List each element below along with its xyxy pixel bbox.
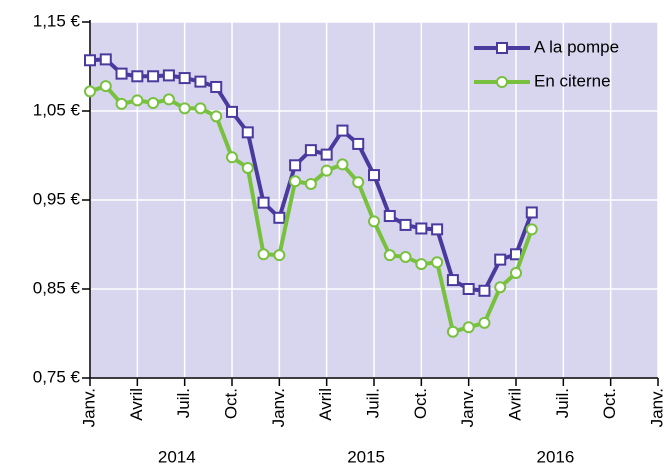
data-point [289, 175, 302, 188]
x-tick-label: Oct. [221, 388, 240, 419]
data-point [115, 67, 128, 80]
data-point [525, 206, 538, 219]
data-point [210, 110, 223, 123]
data-point [431, 223, 444, 236]
data-point [131, 70, 144, 83]
y-tick-label: 0,95 € [33, 189, 81, 208]
data-point [368, 169, 380, 182]
data-point [115, 97, 128, 110]
data-point [320, 148, 333, 161]
x-tick-label: Juil. [553, 388, 572, 418]
legend-label: En citerne [534, 71, 611, 90]
data-point [494, 281, 507, 294]
data-point [478, 316, 491, 329]
year-label: 2014 [158, 447, 196, 466]
data-point [383, 210, 396, 223]
x-tick-label: Juil. [174, 388, 193, 418]
legend-label: A la pompe [534, 37, 619, 56]
x-tick-label: Oct. [411, 388, 430, 419]
data-point [383, 249, 396, 262]
data-point [210, 80, 223, 93]
x-tick-label: Avril [127, 388, 146, 421]
data-point [399, 250, 412, 263]
x-tick-label: Janv. [79, 388, 98, 427]
data-point [99, 53, 112, 66]
data-point [478, 284, 491, 297]
y-tick-label: 0,75 € [33, 367, 81, 386]
data-point [147, 96, 160, 109]
data-point [352, 137, 365, 150]
data-point [226, 151, 238, 164]
x-tick-label: Janv. [269, 388, 288, 427]
year-label: 2016 [537, 447, 575, 466]
data-point [194, 102, 207, 115]
data-point [226, 105, 238, 118]
data-point [241, 161, 254, 174]
data-point [178, 72, 191, 85]
y-tick-label: 1,15 € [33, 11, 81, 30]
y-tick-label: 0,85 € [33, 278, 81, 297]
x-tick-label: Juil. [363, 388, 382, 418]
data-point [336, 124, 349, 137]
data-point [273, 249, 286, 262]
x-tick-label: Avril [505, 388, 524, 421]
data-point [415, 222, 428, 235]
data-point [162, 69, 175, 82]
x-tick-label: Avril [316, 388, 335, 421]
data-point [194, 75, 207, 88]
data-point [241, 126, 254, 139]
data-point [368, 215, 380, 228]
data-point [257, 196, 270, 209]
data-point [431, 256, 444, 269]
data-point [273, 211, 286, 224]
data-point [415, 258, 428, 271]
data-point [496, 76, 508, 88]
data-point [99, 80, 112, 93]
data-point [304, 177, 317, 190]
year-label: 2015 [347, 447, 385, 466]
data-point [399, 218, 412, 231]
data-point [446, 325, 459, 338]
data-point [162, 93, 175, 106]
data-point [320, 164, 333, 177]
data-point [525, 223, 538, 236]
data-point [446, 274, 459, 287]
data-point [496, 42, 508, 54]
x-tick-label: Oct. [600, 388, 619, 419]
data-point [462, 321, 475, 334]
data-point [462, 283, 475, 295]
data-point [336, 158, 349, 171]
y-tick-label: 1,05 € [33, 100, 81, 119]
x-tick-label: Janv. [458, 388, 477, 427]
data-point [84, 85, 96, 98]
x-tick-label: Janv. [647, 388, 666, 427]
data-point [147, 70, 160, 83]
data-point [494, 253, 507, 266]
data-point [352, 176, 365, 189]
data-point [257, 248, 270, 261]
data-point [178, 102, 191, 115]
data-point [84, 54, 96, 67]
data-point [304, 144, 317, 157]
data-point [289, 159, 302, 172]
data-point [131, 94, 144, 107]
data-point [510, 266, 522, 279]
